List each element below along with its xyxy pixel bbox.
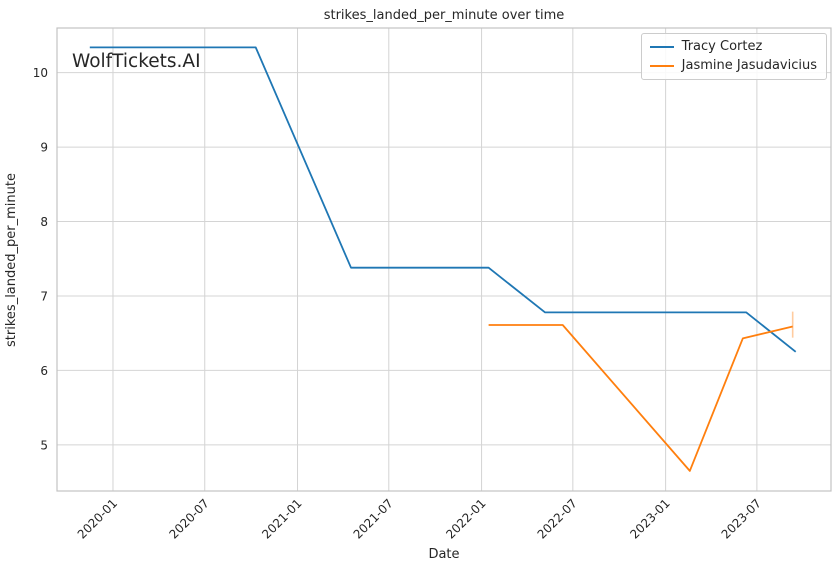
series-layer <box>89 46 797 472</box>
x-tick-label: 2020-07 <box>167 496 212 541</box>
legend-label-jasmine-jasudavicius: Jasmine Jasudavicius <box>681 58 817 73</box>
watermark: WolfTickets.AI <box>72 51 201 72</box>
y-tick-label: 10 <box>33 66 48 80</box>
legend-item-jasmine-jasudavicius: Jasmine Jasudavicius <box>649 56 817 75</box>
y-tick-labels: 5 6 7 8 9 10 <box>33 66 48 452</box>
y-tick-label: 5 <box>40 438 48 452</box>
y-tick-label: 6 <box>40 364 48 378</box>
x-axis-label: Date <box>428 547 459 562</box>
chart-title: strikes_landed_per_minute over time <box>324 8 565 23</box>
series-line-jasmine-jasudavicius <box>488 324 793 472</box>
x-tick-label: 2023-07 <box>719 496 764 541</box>
legend-item-tracy-cortez: Tracy Cortez <box>649 37 817 56</box>
legend: Tracy Cortez Jasmine Jasudavicius <box>640 33 827 80</box>
x-tick-label: 2021-07 <box>351 496 396 541</box>
y-tick-label: 8 <box>40 215 48 229</box>
x-tick-label: 2023-01 <box>627 496 672 541</box>
x-tick-label: 2022-01 <box>443 496 488 541</box>
x-tick-label: 2020-01 <box>75 496 120 541</box>
y-axis-label: strikes_landed_per_minute <box>4 173 19 347</box>
y-tick-label: 9 <box>40 141 48 155</box>
legend-line-swatch-tracy-cortez <box>649 45 674 48</box>
series-line-tracy-cortez <box>89 46 797 353</box>
x-tick-labels: 2020-01 2020-07 2021-01 2021-07 2022-01 2022-… <box>75 496 764 541</box>
y-tick-label: 7 <box>40 289 48 303</box>
x-tick-label: 2022-07 <box>535 496 580 541</box>
plot-border <box>56 27 832 492</box>
legend-line-swatch-jasmine-jasudavicius <box>649 64 674 67</box>
x-tick-label: 2021-01 <box>259 496 304 541</box>
grid-layer <box>57 28 831 491</box>
legend-label-tracy-cortez: Tracy Cortez <box>681 39 763 54</box>
